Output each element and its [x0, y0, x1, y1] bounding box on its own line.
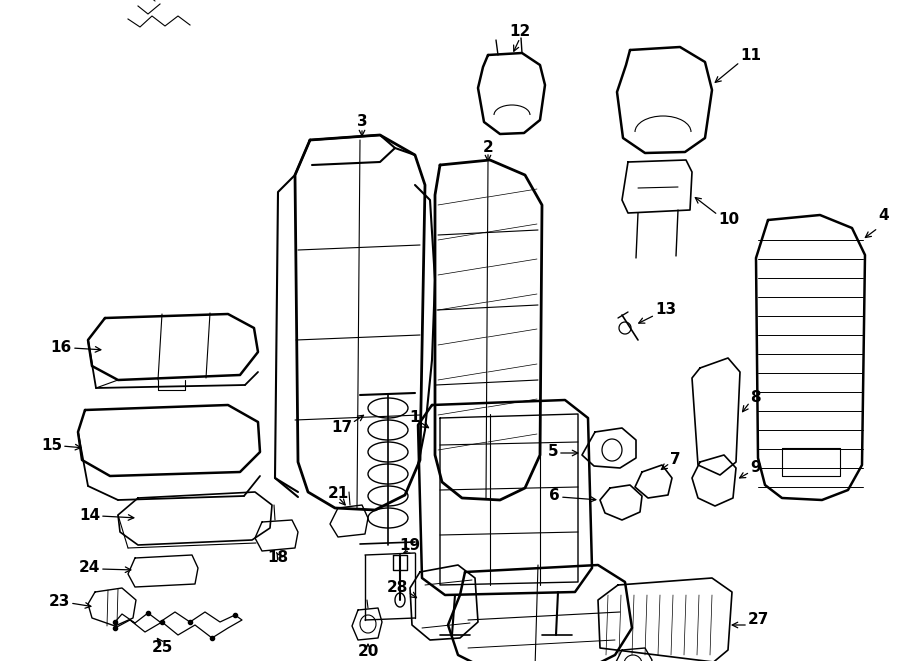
Text: 1: 1 — [410, 410, 420, 426]
Text: 24: 24 — [78, 561, 100, 576]
Text: 17: 17 — [331, 420, 352, 436]
Text: 19: 19 — [400, 537, 420, 553]
Text: 25: 25 — [151, 641, 173, 656]
Text: 5: 5 — [547, 444, 558, 459]
Text: 7: 7 — [670, 453, 680, 467]
Text: 3: 3 — [356, 114, 367, 130]
Text: 4: 4 — [878, 208, 888, 223]
Text: 8: 8 — [750, 391, 760, 405]
Text: 14: 14 — [79, 508, 100, 522]
Text: 21: 21 — [328, 486, 348, 502]
Text: 23: 23 — [49, 594, 70, 609]
Text: 10: 10 — [718, 212, 739, 227]
Text: 2: 2 — [482, 141, 493, 155]
Text: 15: 15 — [40, 438, 62, 453]
Text: 11: 11 — [740, 48, 761, 63]
Text: 27: 27 — [748, 613, 770, 627]
Text: 18: 18 — [267, 551, 289, 566]
Text: 12: 12 — [509, 24, 531, 40]
Text: 28: 28 — [387, 580, 408, 596]
Text: 16: 16 — [50, 340, 72, 354]
Text: 20: 20 — [357, 644, 379, 660]
Text: 9: 9 — [750, 461, 760, 475]
Text: 13: 13 — [655, 303, 676, 317]
Text: 6: 6 — [549, 488, 560, 504]
